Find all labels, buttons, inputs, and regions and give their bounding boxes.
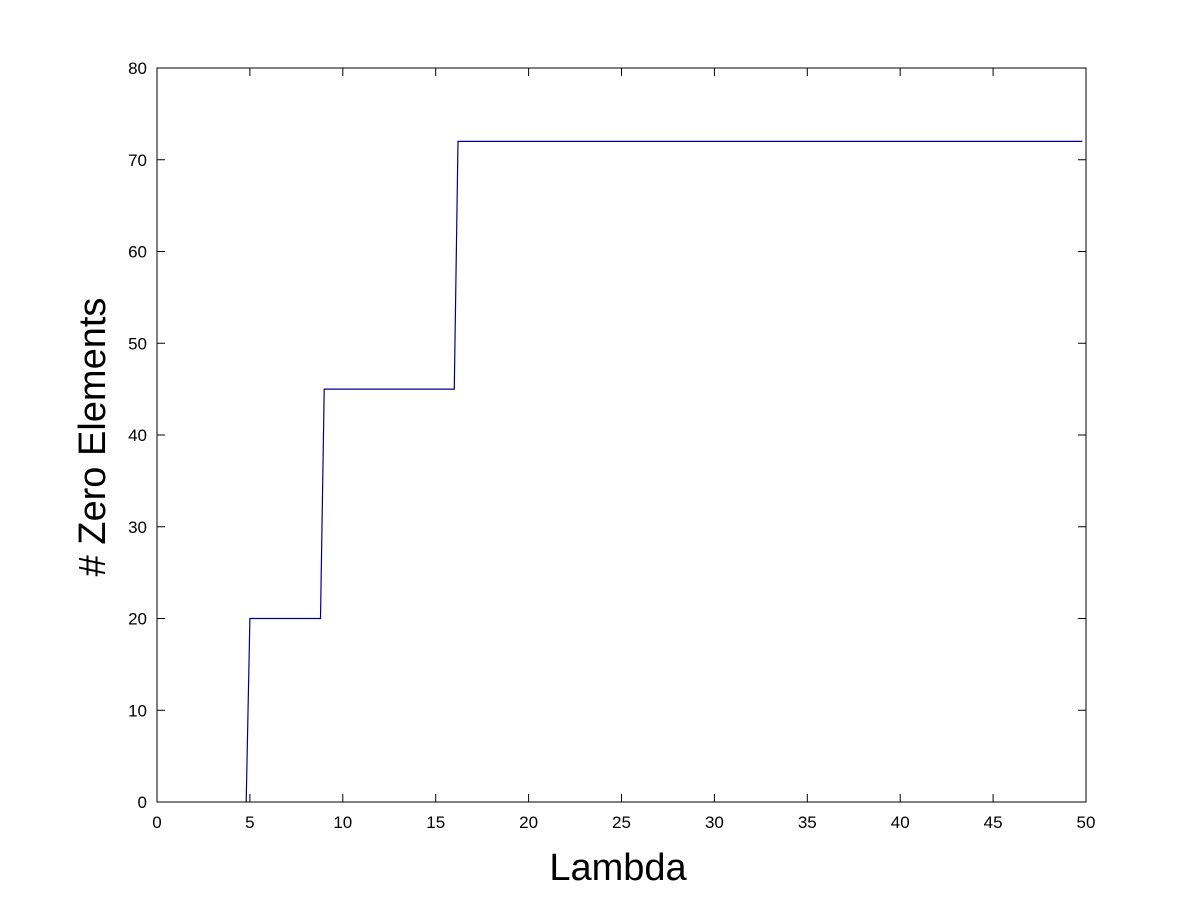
- x-axis-title: Lambda: [549, 847, 687, 889]
- y-tick-label: 20: [128, 610, 147, 629]
- y-tick-label: 70: [128, 151, 147, 170]
- x-axis: 0 5 10 15 20 25 30 35 40 45 50: [152, 68, 1095, 832]
- y-tick-label: 10: [128, 701, 147, 720]
- y-tick-label: 60: [128, 243, 147, 262]
- x-tick-label: 30: [705, 813, 724, 832]
- y-tick-label: 0: [138, 793, 147, 812]
- series-layer: [245, 140, 1083, 803]
- y-axis: 0 10 20 30 40 50 60 70 80: [128, 59, 1086, 812]
- y-tick-label: 50: [128, 334, 147, 353]
- x-tick-label: 0: [152, 813, 161, 832]
- y-axis-title: # Zero Elements: [72, 298, 114, 577]
- x-tick-label: 25: [612, 813, 631, 832]
- x-tick-label: 50: [1077, 813, 1096, 832]
- plot-area: [156, 67, 1087, 803]
- x-tick-label: 40: [891, 813, 910, 832]
- x-tick-label: 20: [519, 813, 538, 832]
- x-tick-label: 10: [333, 813, 352, 832]
- y-tick-label: 80: [128, 59, 147, 78]
- x-tick-label: 5: [245, 813, 254, 832]
- y-tick-label: 30: [128, 518, 147, 537]
- x-tick-label: 35: [798, 813, 817, 832]
- x-tick-label: 15: [426, 813, 445, 832]
- series-line-0: [245, 140, 1083, 803]
- x-tick-label: 45: [984, 813, 1003, 832]
- y-tick-label: 40: [128, 426, 147, 445]
